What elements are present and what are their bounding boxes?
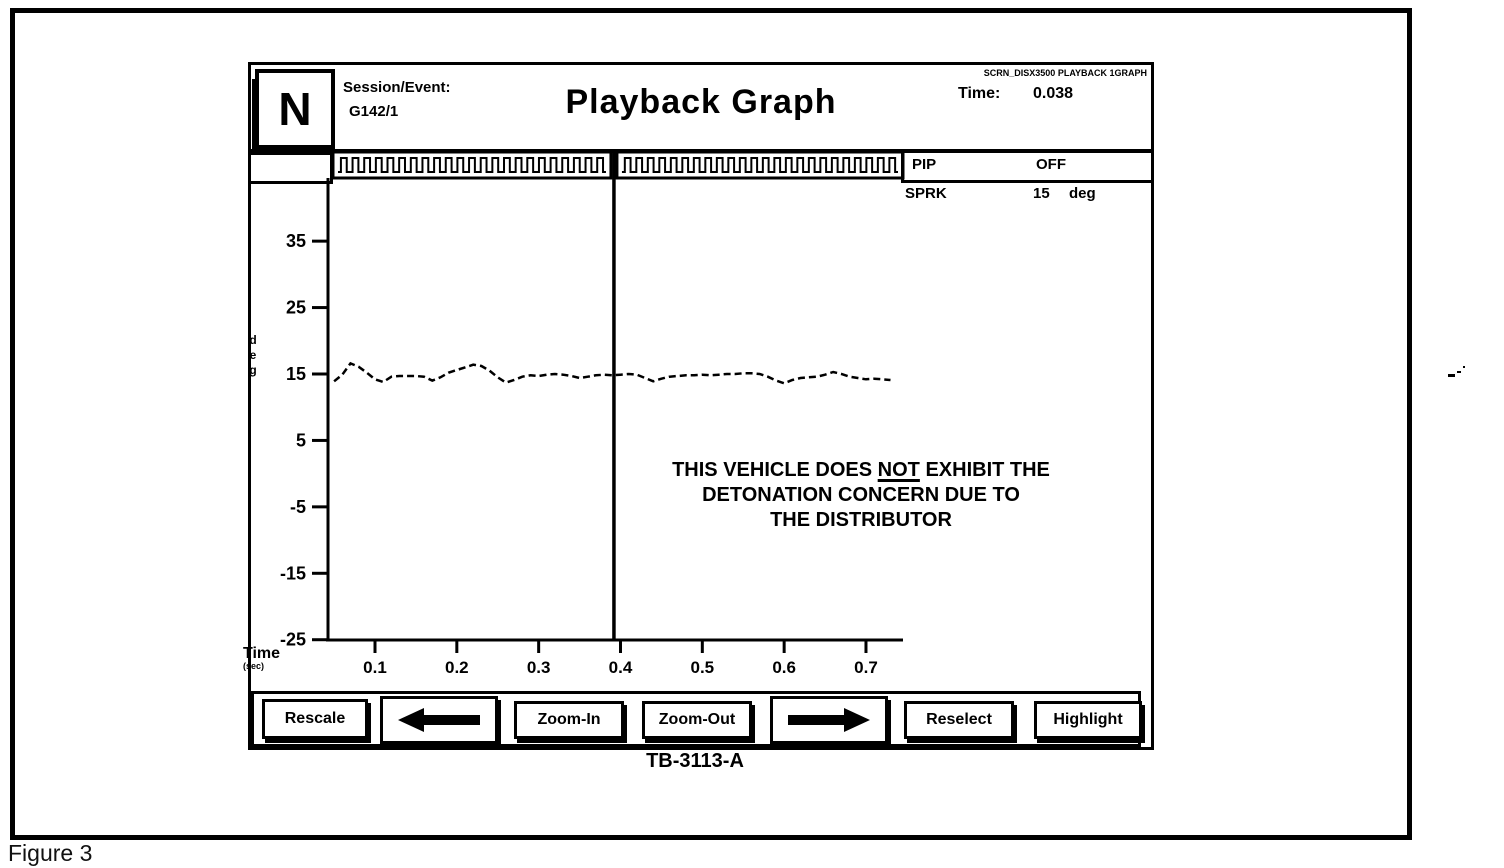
ngs-logo: N bbox=[255, 69, 335, 149]
highlight-button[interactable]: Highlight bbox=[1034, 701, 1142, 739]
screen-id-text: SCRN_DISX3500 PLAYBACK 1GRAPH bbox=[983, 68, 1147, 78]
pip-value: OFF bbox=[1036, 156, 1066, 173]
highlight-button-label: Highlight bbox=[1053, 711, 1123, 728]
pip-status-box: PIP OFF bbox=[901, 150, 1154, 183]
y-tick-label: -25 bbox=[280, 630, 306, 650]
annotation-underlined-word: NOT bbox=[877, 459, 920, 481]
figure-label: Figure 3 bbox=[8, 840, 93, 866]
page-title: Playback Graph bbox=[565, 83, 837, 121]
cursor-time-value: 0.038 bbox=[1033, 85, 1074, 102]
annotation-line-3: THE DISTRIBUTOR bbox=[770, 509, 952, 531]
x-tick-label: 0.6 bbox=[772, 658, 796, 677]
pan-right-button[interactable] bbox=[770, 696, 888, 744]
x-tick-label: 0.2 bbox=[445, 658, 469, 677]
y-tick-label: 35 bbox=[286, 231, 306, 251]
x-axis-label-word: Time bbox=[243, 645, 281, 662]
playback-graph-screen: N Session/Event: G142/1 Playback Graph S… bbox=[243, 62, 1154, 750]
y-tick-label: -5 bbox=[290, 497, 306, 517]
zoom-out-button-label: Zoom-Out bbox=[658, 711, 736, 728]
sprk-unit: deg bbox=[1069, 185, 1096, 202]
cursor-time-label: Time: bbox=[958, 85, 1001, 102]
x-tick-label: 0.1 bbox=[363, 658, 387, 677]
sprk-value: 15 bbox=[1033, 185, 1050, 202]
session-event-label: Session/Event: bbox=[343, 79, 451, 96]
pip-square-wave-1 bbox=[338, 157, 606, 173]
reselect-button-label: Reselect bbox=[926, 711, 992, 728]
pip-label: PIP bbox=[912, 156, 937, 173]
x-axis-label-unit: (sec) bbox=[243, 661, 265, 671]
y-tick-label: 15 bbox=[286, 364, 306, 384]
annotation-line-1: THIS VEHICLE DOES NOT EXHIBIT THE bbox=[672, 459, 1050, 481]
sprk-label: SPRK bbox=[905, 185, 947, 202]
y-tick-label: 5 bbox=[296, 430, 306, 450]
bulletin-caption: TB-3113-A bbox=[646, 750, 744, 772]
pip-wave-box-1 bbox=[331, 150, 613, 180]
x-tick-label: 0.7 bbox=[854, 658, 878, 677]
annotation-text: THIS VEHICLE DOES NOT EXHIBIT THE DETONA… bbox=[611, 458, 1111, 533]
rescale-button[interactable]: Rescale bbox=[262, 699, 368, 739]
session-event-value: G142/1 bbox=[349, 103, 399, 120]
y-tick-label: -15 bbox=[280, 563, 306, 583]
x-tick-label: 0.5 bbox=[690, 658, 714, 677]
reselect-button[interactable]: Reselect bbox=[904, 701, 1014, 739]
pip-wave-box-2 bbox=[615, 150, 905, 180]
annotation-line-2: DETONATION CONCERN DUE TO bbox=[702, 484, 1020, 506]
x-tick-label: 0.3 bbox=[527, 658, 551, 677]
left-arrow-icon bbox=[398, 708, 480, 732]
right-arrow-icon bbox=[788, 708, 870, 732]
screen-header: N Session/Event: G142/1 Playback Graph S… bbox=[251, 65, 1151, 153]
ngs-logo-letter: N bbox=[278, 83, 312, 135]
scan-artifact bbox=[1448, 366, 1466, 380]
button-bar: Rescale Zoom-In Zoom-Out Reselect Highlight bbox=[251, 691, 1142, 747]
pan-left-button[interactable] bbox=[380, 696, 498, 744]
pip-square-wave-2 bbox=[621, 157, 898, 173]
zoom-in-button[interactable]: Zoom-In bbox=[514, 701, 624, 739]
y-tick-label: 25 bbox=[286, 298, 306, 318]
x-axis-label: Time (sec) bbox=[243, 645, 281, 673]
playback-chart: 35 25 15 5 -5 -15 -25 0.1 0.2 0.3 0.4 0.5 0.6 0.7 bbox=[280, 150, 905, 677]
zoom-in-button-label: Zoom-In bbox=[537, 711, 601, 728]
zoom-out-button[interactable]: Zoom-Out bbox=[642, 701, 752, 739]
rescale-button-label: Rescale bbox=[284, 710, 346, 727]
x-tick-label: 0.4 bbox=[609, 658, 633, 677]
figure-border bbox=[10, 8, 1412, 840]
